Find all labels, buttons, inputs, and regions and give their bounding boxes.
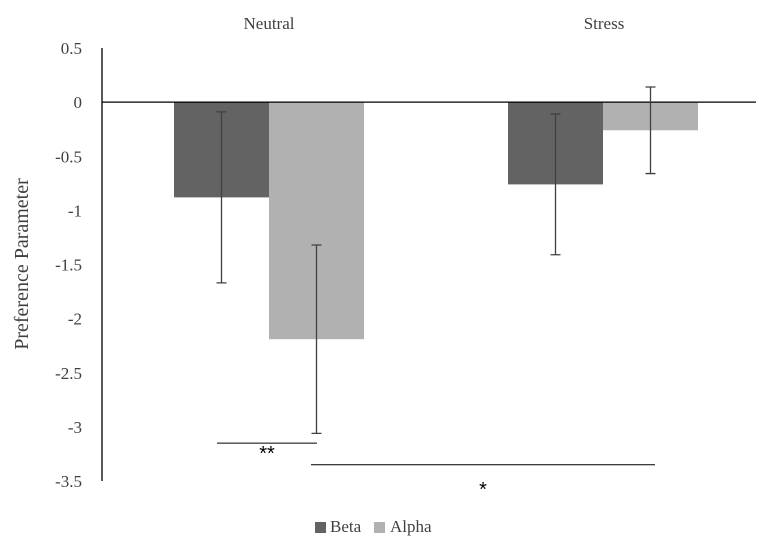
significance-label-alpha: * bbox=[479, 479, 487, 501]
legend-swatch-beta bbox=[315, 522, 326, 533]
category-label-stress: Stress bbox=[584, 14, 625, 33]
y-tick-label: -2.5 bbox=[55, 364, 82, 383]
y-tick-label: -3.5 bbox=[55, 472, 82, 491]
legend: Beta Alpha bbox=[315, 517, 432, 536]
y-axis-title: Preference Parameter bbox=[11, 178, 33, 350]
error-bar-alpha-neutral bbox=[311, 244, 322, 435]
legend-label-beta: Beta bbox=[330, 517, 362, 536]
y-tick-label: -3 bbox=[68, 418, 82, 437]
legend-swatch-alpha bbox=[374, 522, 385, 533]
significance-label-neutral: ** bbox=[259, 443, 275, 465]
bars bbox=[174, 102, 698, 340]
error-bar-beta-stress bbox=[550, 113, 561, 256]
y-tick-label: 0.5 bbox=[61, 39, 82, 58]
y-tick-label: -1.5 bbox=[55, 256, 82, 275]
error-bar-alpha-stress bbox=[645, 86, 656, 175]
legend-label-alpha: Alpha bbox=[390, 517, 432, 536]
error-bar-beta-neutral bbox=[216, 111, 227, 284]
y-tick-label: -0.5 bbox=[55, 147, 82, 166]
y-tick-labels: 0.5 0 -0.5 -1 -1.5 -2 -2.5 -3 -3.5 bbox=[55, 39, 82, 491]
y-tick-label: 0 bbox=[74, 93, 83, 112]
y-tick-label: -2 bbox=[68, 310, 82, 329]
category-label-neutral: Neutral bbox=[244, 14, 295, 33]
y-tick-label: -1 bbox=[68, 201, 82, 220]
error-bars bbox=[216, 86, 656, 435]
